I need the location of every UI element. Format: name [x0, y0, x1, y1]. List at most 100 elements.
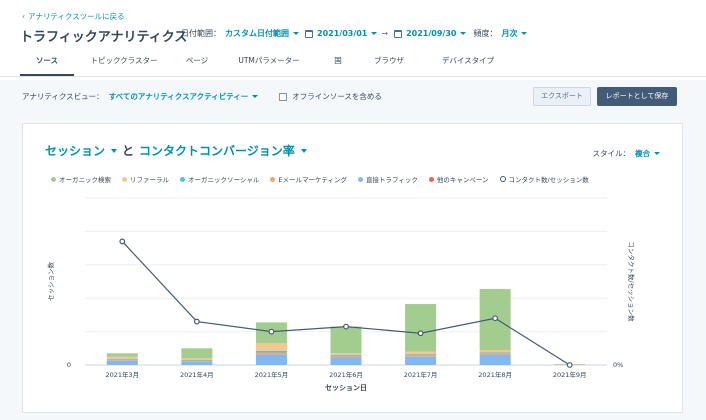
bar-segment [255, 354, 287, 365]
tab-divider [0, 76, 706, 77]
bar-segment [181, 360, 213, 362]
legend-swatch [270, 176, 276, 182]
save-report-button[interactable]: レポートとして保存 [597, 87, 677, 106]
bar-segment [330, 353, 362, 355]
bar-segment [255, 343, 287, 351]
chevron-down-icon [521, 32, 528, 35]
x-axis-title: セッション日 [325, 384, 367, 392]
date-range-dropdown[interactable]: カスタム日付範囲 [225, 28, 299, 39]
line-point [417, 330, 424, 337]
x-tick-label: 2021年7月 [404, 370, 438, 379]
chevron-down-icon [111, 148, 118, 153]
analytics-view-dropdown[interactable]: すべてのアナリティクスアクティビティー [109, 91, 259, 102]
x-tick-label: 2021年9月 [553, 370, 587, 379]
legend-label: オーガニックソーシャル [188, 176, 260, 184]
bar-segment [479, 353, 511, 355]
offline-sources-checkbox[interactable] [279, 92, 288, 101]
legend-label: 直接トラフィック [365, 176, 418, 184]
x-tick-label: 2021年3月 [105, 370, 139, 379]
tab-topic-clusters[interactable]: トピッククラスター [90, 56, 158, 65]
bar-segment [405, 304, 437, 352]
bar-segment [106, 356, 138, 360]
analytics-view-label: アナリティクスビュー： [22, 92, 104, 101]
bar-segment [405, 356, 437, 365]
line-point [193, 318, 200, 325]
chart-card: セッション と コンタクトコンバージョン率 スタイル： 複合 オーガニック検索 … [22, 123, 683, 413]
calendar-icon [305, 29, 313, 38]
y-axis-title: セッション数 [46, 262, 55, 302]
line-point [492, 315, 499, 322]
bar-segment [181, 358, 213, 360]
legend-swatch [428, 176, 434, 182]
chevron-left-icon: ‹ [22, 12, 25, 21]
legend-item-direct[interactable]: 直接トラフィック [357, 174, 418, 184]
end-date-picker[interactable]: 2021/09/30 [406, 29, 467, 38]
bar-segment [181, 348, 213, 359]
legend-item-organic-search[interactable]: オーガニック検索 [51, 174, 111, 184]
calendar-icon [394, 29, 403, 38]
legend-swatch [499, 176, 506, 182]
bar-segment [255, 352, 287, 355]
bar-segment [330, 355, 362, 358]
bar-segment [255, 350, 287, 353]
back-link-label: アナリティクスツールに戻る [28, 12, 125, 21]
legend-item-contact-rate[interactable]: コンタクト数/セッション数 [499, 174, 589, 184]
filter-row: アナリティクスビュー： すべてのアナリティクスアクティビティー オフラインソース… [22, 91, 382, 102]
bar-segment [181, 361, 213, 365]
bar-segment [106, 360, 138, 365]
bar-segment [479, 352, 511, 354]
y2-tick-label: 0% [613, 361, 623, 369]
legend-swatch [180, 176, 185, 182]
legend-item-other-campaigns[interactable]: 他のキャンペーン [428, 174, 489, 184]
bar-segment [106, 359, 138, 360]
style-label: スタイル： [592, 149, 631, 158]
top-bar: ‹ アナリティクスツールに戻る トラフィックアナリティクス 日付範囲： カスタム… [0, 0, 706, 80]
x-tick-label: 2021年8月 [478, 370, 512, 379]
bar-segment [479, 354, 511, 365]
legend-label: コンタクト数/セッション数 [508, 176, 589, 184]
date-range-controls: 日付範囲： カスタム日付範囲 2021/03/01 → 2021/09/30 頻… [181, 28, 528, 39]
bar-segment [330, 326, 362, 354]
legend-swatch [357, 176, 363, 182]
chevron-down-icon [371, 32, 378, 35]
chevron-down-icon [460, 32, 467, 35]
export-button[interactable]: エクスポート [533, 87, 591, 106]
tab-utm-parameters[interactable]: UTMパラメーター [238, 56, 300, 65]
x-tick-label: 2021年5月 [255, 370, 289, 379]
bar-segment [330, 357, 362, 365]
tab-pages[interactable]: ページ [185, 56, 209, 65]
tab-device-type[interactable]: デバイスタイプ [441, 56, 495, 65]
tab-country[interactable]: 国 [334, 56, 342, 65]
offline-sources-label: オフラインソースを含める [292, 92, 382, 101]
frequency-dropdown[interactable]: 月次 [501, 28, 528, 39]
line-point [119, 238, 126, 245]
chevron-down-icon [252, 95, 259, 98]
x-tick-label: 2021年6月 [329, 370, 363, 379]
arrow-right-icon: → [381, 29, 389, 38]
legend-item-organic-social[interactable]: オーガニックソーシャル [180, 174, 259, 184]
legend-item-referrals[interactable]: リファーラル [122, 174, 169, 184]
metric2-dropdown[interactable]: コンタクトコンバージョン率 [139, 142, 307, 159]
date-range-label: 日付範囲： [181, 29, 221, 38]
chart-legend: オーガニック検索 リファーラル オーガニックソーシャル Eメールマーケティング … [51, 174, 600, 184]
metric1-dropdown[interactable]: セッション [45, 142, 118, 159]
style-dropdown[interactable]: 複合 [635, 148, 660, 159]
back-link[interactable]: ‹ アナリティクスツールに戻る [22, 11, 125, 22]
style-value: 複合 [635, 149, 650, 158]
date-range-value: カスタム日付範囲 [225, 29, 289, 38]
chevron-down-icon [654, 152, 660, 155]
bar-segment [330, 354, 362, 356]
start-date-picker[interactable]: 2021/03/01 [317, 29, 378, 38]
combo-chart: 2021年3月 2021年4月 2021年5月 2021年6月 2021年7月 2021年… [46, 197, 636, 392]
y-tick-label: 0 [67, 361, 71, 369]
end-date-value: 2021/09/30 [406, 29, 457, 38]
legend-label: オーガニック検索 [59, 176, 111, 184]
tab-browser[interactable]: ブラウザ [374, 56, 404, 65]
legend-label: リファーラル [130, 176, 169, 184]
y2-axis-title: コンタクト数/セッション数 [627, 241, 636, 322]
line-point [343, 323, 349, 330]
line-point [268, 328, 275, 335]
bar-segment [106, 359, 138, 361]
tab-source[interactable]: ソース [20, 50, 74, 76]
legend-item-email[interactable]: Eメールマーケティング [270, 174, 347, 184]
